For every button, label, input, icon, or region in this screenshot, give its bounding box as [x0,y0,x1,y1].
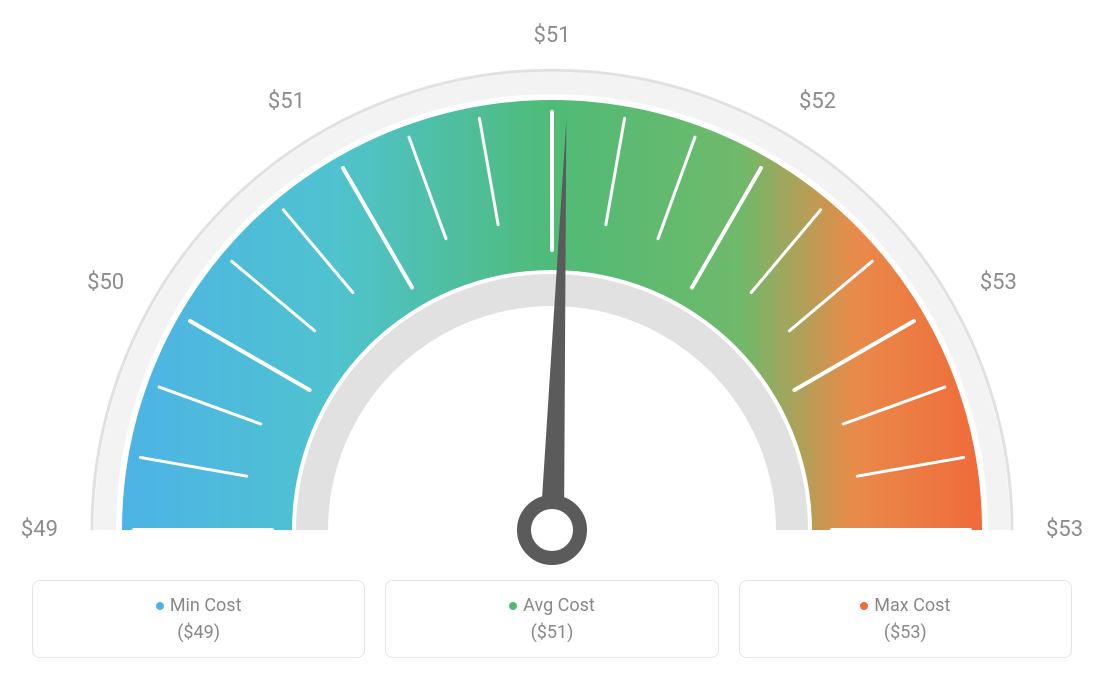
svg-text:$53: $53 [980,270,1017,295]
svg-text:$50: $50 [87,270,124,295]
svg-text:$51: $51 [268,89,305,114]
legend-value-min: ($49) [43,622,354,643]
svg-text:$49: $49 [21,517,58,542]
dot-icon [509,602,517,610]
legend-card-avg: Avg Cost ($51) [385,580,718,658]
svg-text:$52: $52 [799,89,836,114]
legend-title-min: Min Cost [43,595,354,616]
legend-title-avg: Avg Cost [396,595,707,616]
legend-value-max: ($53) [750,622,1061,643]
svg-text:$53: $53 [1046,517,1083,542]
legend-row: Min Cost ($49) Avg Cost ($51) Max Cost (… [32,580,1072,658]
svg-text:$51: $51 [533,23,570,48]
legend-label: Max Cost [874,595,950,616]
cost-gauge: $49 $50 $51 $51 $52 $53 $53 [0,10,1104,580]
legend-value-avg: ($51) [396,622,707,643]
legend-card-min: Min Cost ($49) [32,580,365,658]
legend-label: Avg Cost [523,595,595,616]
legend-card-max: Max Cost ($53) [739,580,1072,658]
legend-label: Min Cost [170,595,242,616]
dot-icon [156,602,164,610]
legend-title-max: Max Cost [750,595,1061,616]
dot-icon [860,602,868,610]
gauge-svg: $49 $50 $51 $51 $52 $53 $53 [0,10,1104,580]
